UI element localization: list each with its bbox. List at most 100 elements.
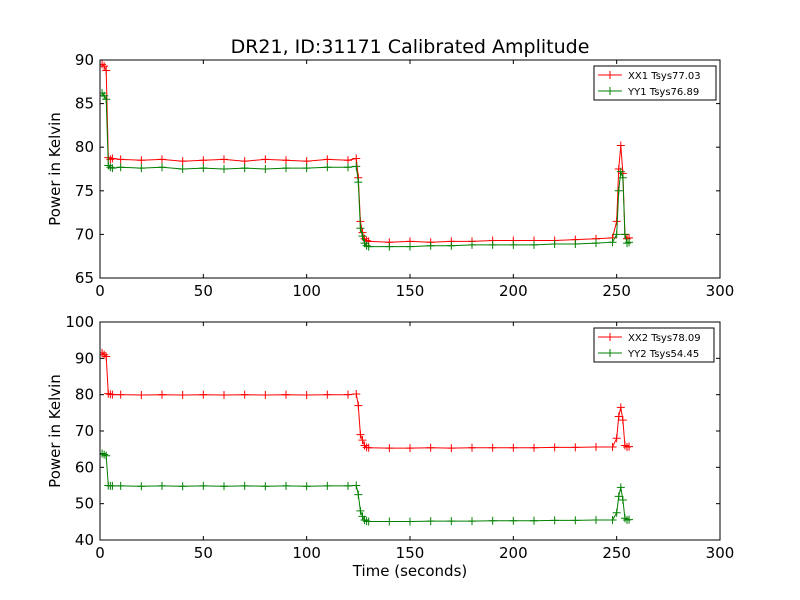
data-point <box>550 239 559 248</box>
legend-label: YY2 Tsys54.45 <box>627 349 699 360</box>
data-point <box>625 515 634 524</box>
legend-label: XX1 Tsys77.03 <box>628 71 701 82</box>
data-point <box>199 390 208 399</box>
data-point <box>426 443 435 452</box>
data-point <box>447 517 456 526</box>
y-tick-label: 65 <box>75 269 94 287</box>
data-point <box>137 482 146 491</box>
data-point <box>261 155 270 164</box>
data-point <box>102 66 111 75</box>
data-point <box>282 164 290 173</box>
data-point <box>509 240 518 249</box>
data-point <box>100 450 109 459</box>
data-point <box>108 154 117 163</box>
data-point <box>612 434 621 443</box>
chart-panel-2: 0 50 100 150 200 250 300 40 50 60 70 80 90 100 Power i… <box>46 313 734 580</box>
data-point <box>356 224 365 233</box>
legend-label: XX2 Tsys78.09 <box>628 333 701 344</box>
data-point <box>358 512 367 521</box>
y-tick-label: 75 <box>75 182 94 200</box>
data-point <box>116 481 125 490</box>
data-point <box>178 165 187 173</box>
data-point <box>550 443 559 452</box>
data-point <box>618 496 627 505</box>
data-point <box>199 156 208 165</box>
x-tick-label: 250 <box>602 282 631 300</box>
data-point <box>116 163 125 172</box>
data-point <box>102 352 111 361</box>
data-point <box>323 155 332 164</box>
data-point <box>360 516 369 525</box>
data-point <box>261 165 270 173</box>
x-tick-label: 100 <box>292 282 321 300</box>
data-point <box>352 389 361 398</box>
series-1 <box>100 60 634 247</box>
data-point <box>282 156 290 165</box>
data-point <box>137 391 146 400</box>
data-point <box>571 443 580 452</box>
data-point <box>618 173 627 182</box>
data-point <box>178 482 187 491</box>
data-point <box>302 482 311 491</box>
legend-marker <box>606 333 614 341</box>
data-point <box>530 443 538 452</box>
data-point <box>468 443 476 452</box>
data-point <box>158 481 166 490</box>
series-2 <box>100 89 634 251</box>
legend-marker <box>606 71 614 79</box>
y-axis-label: Power in Kelvin <box>46 112 64 226</box>
data-point <box>608 516 617 525</box>
data-point <box>344 481 352 490</box>
data-point <box>220 155 228 164</box>
data-point <box>612 508 621 517</box>
data-point <box>344 390 352 399</box>
data-point <box>364 517 373 526</box>
plot-area <box>100 348 634 526</box>
data-point <box>530 240 538 249</box>
data-point <box>625 442 634 451</box>
data-point <box>106 163 115 172</box>
data-point <box>240 390 249 399</box>
data-point <box>323 390 332 399</box>
data-point <box>100 350 109 359</box>
y-tick-label: 90 <box>75 51 94 69</box>
data-point <box>220 165 228 173</box>
data-point <box>354 490 363 499</box>
plot-area <box>100 60 634 251</box>
series-line <box>101 352 630 449</box>
data-point <box>620 514 629 523</box>
y-tick-label: 40 <box>75 531 94 549</box>
data-point <box>509 443 518 452</box>
x-tick-label: 150 <box>396 544 425 562</box>
data-point <box>364 443 373 452</box>
data-point <box>302 164 311 173</box>
series-line <box>101 453 630 522</box>
data-point <box>158 163 166 172</box>
data-point <box>102 451 111 460</box>
data-point <box>240 164 249 173</box>
data-point <box>178 391 187 400</box>
data-point <box>354 401 363 410</box>
data-point <box>468 240 476 249</box>
x-tick-label: 50 <box>194 282 213 300</box>
data-point <box>356 506 365 515</box>
data-point <box>616 483 625 492</box>
legend: XX1 Tsys77.03 YY1 Tsys76.89 <box>593 65 717 101</box>
y-axis-label: Power in Kelvin <box>46 374 64 488</box>
data-point <box>612 217 621 226</box>
data-point <box>356 430 365 439</box>
data-point <box>302 157 311 166</box>
data-point <box>488 516 497 525</box>
data-point <box>364 242 373 251</box>
data-point <box>158 155 166 164</box>
data-point <box>100 62 109 71</box>
data-point <box>530 516 538 525</box>
data-point <box>220 391 228 400</box>
data-point <box>447 241 456 250</box>
y-tick-label: 70 <box>75 225 94 243</box>
legend: XX2 Tsys78.09 YY2 Tsys54.45 <box>593 327 715 363</box>
data-point <box>608 238 617 247</box>
data-point <box>104 389 113 398</box>
data-point <box>282 390 290 399</box>
